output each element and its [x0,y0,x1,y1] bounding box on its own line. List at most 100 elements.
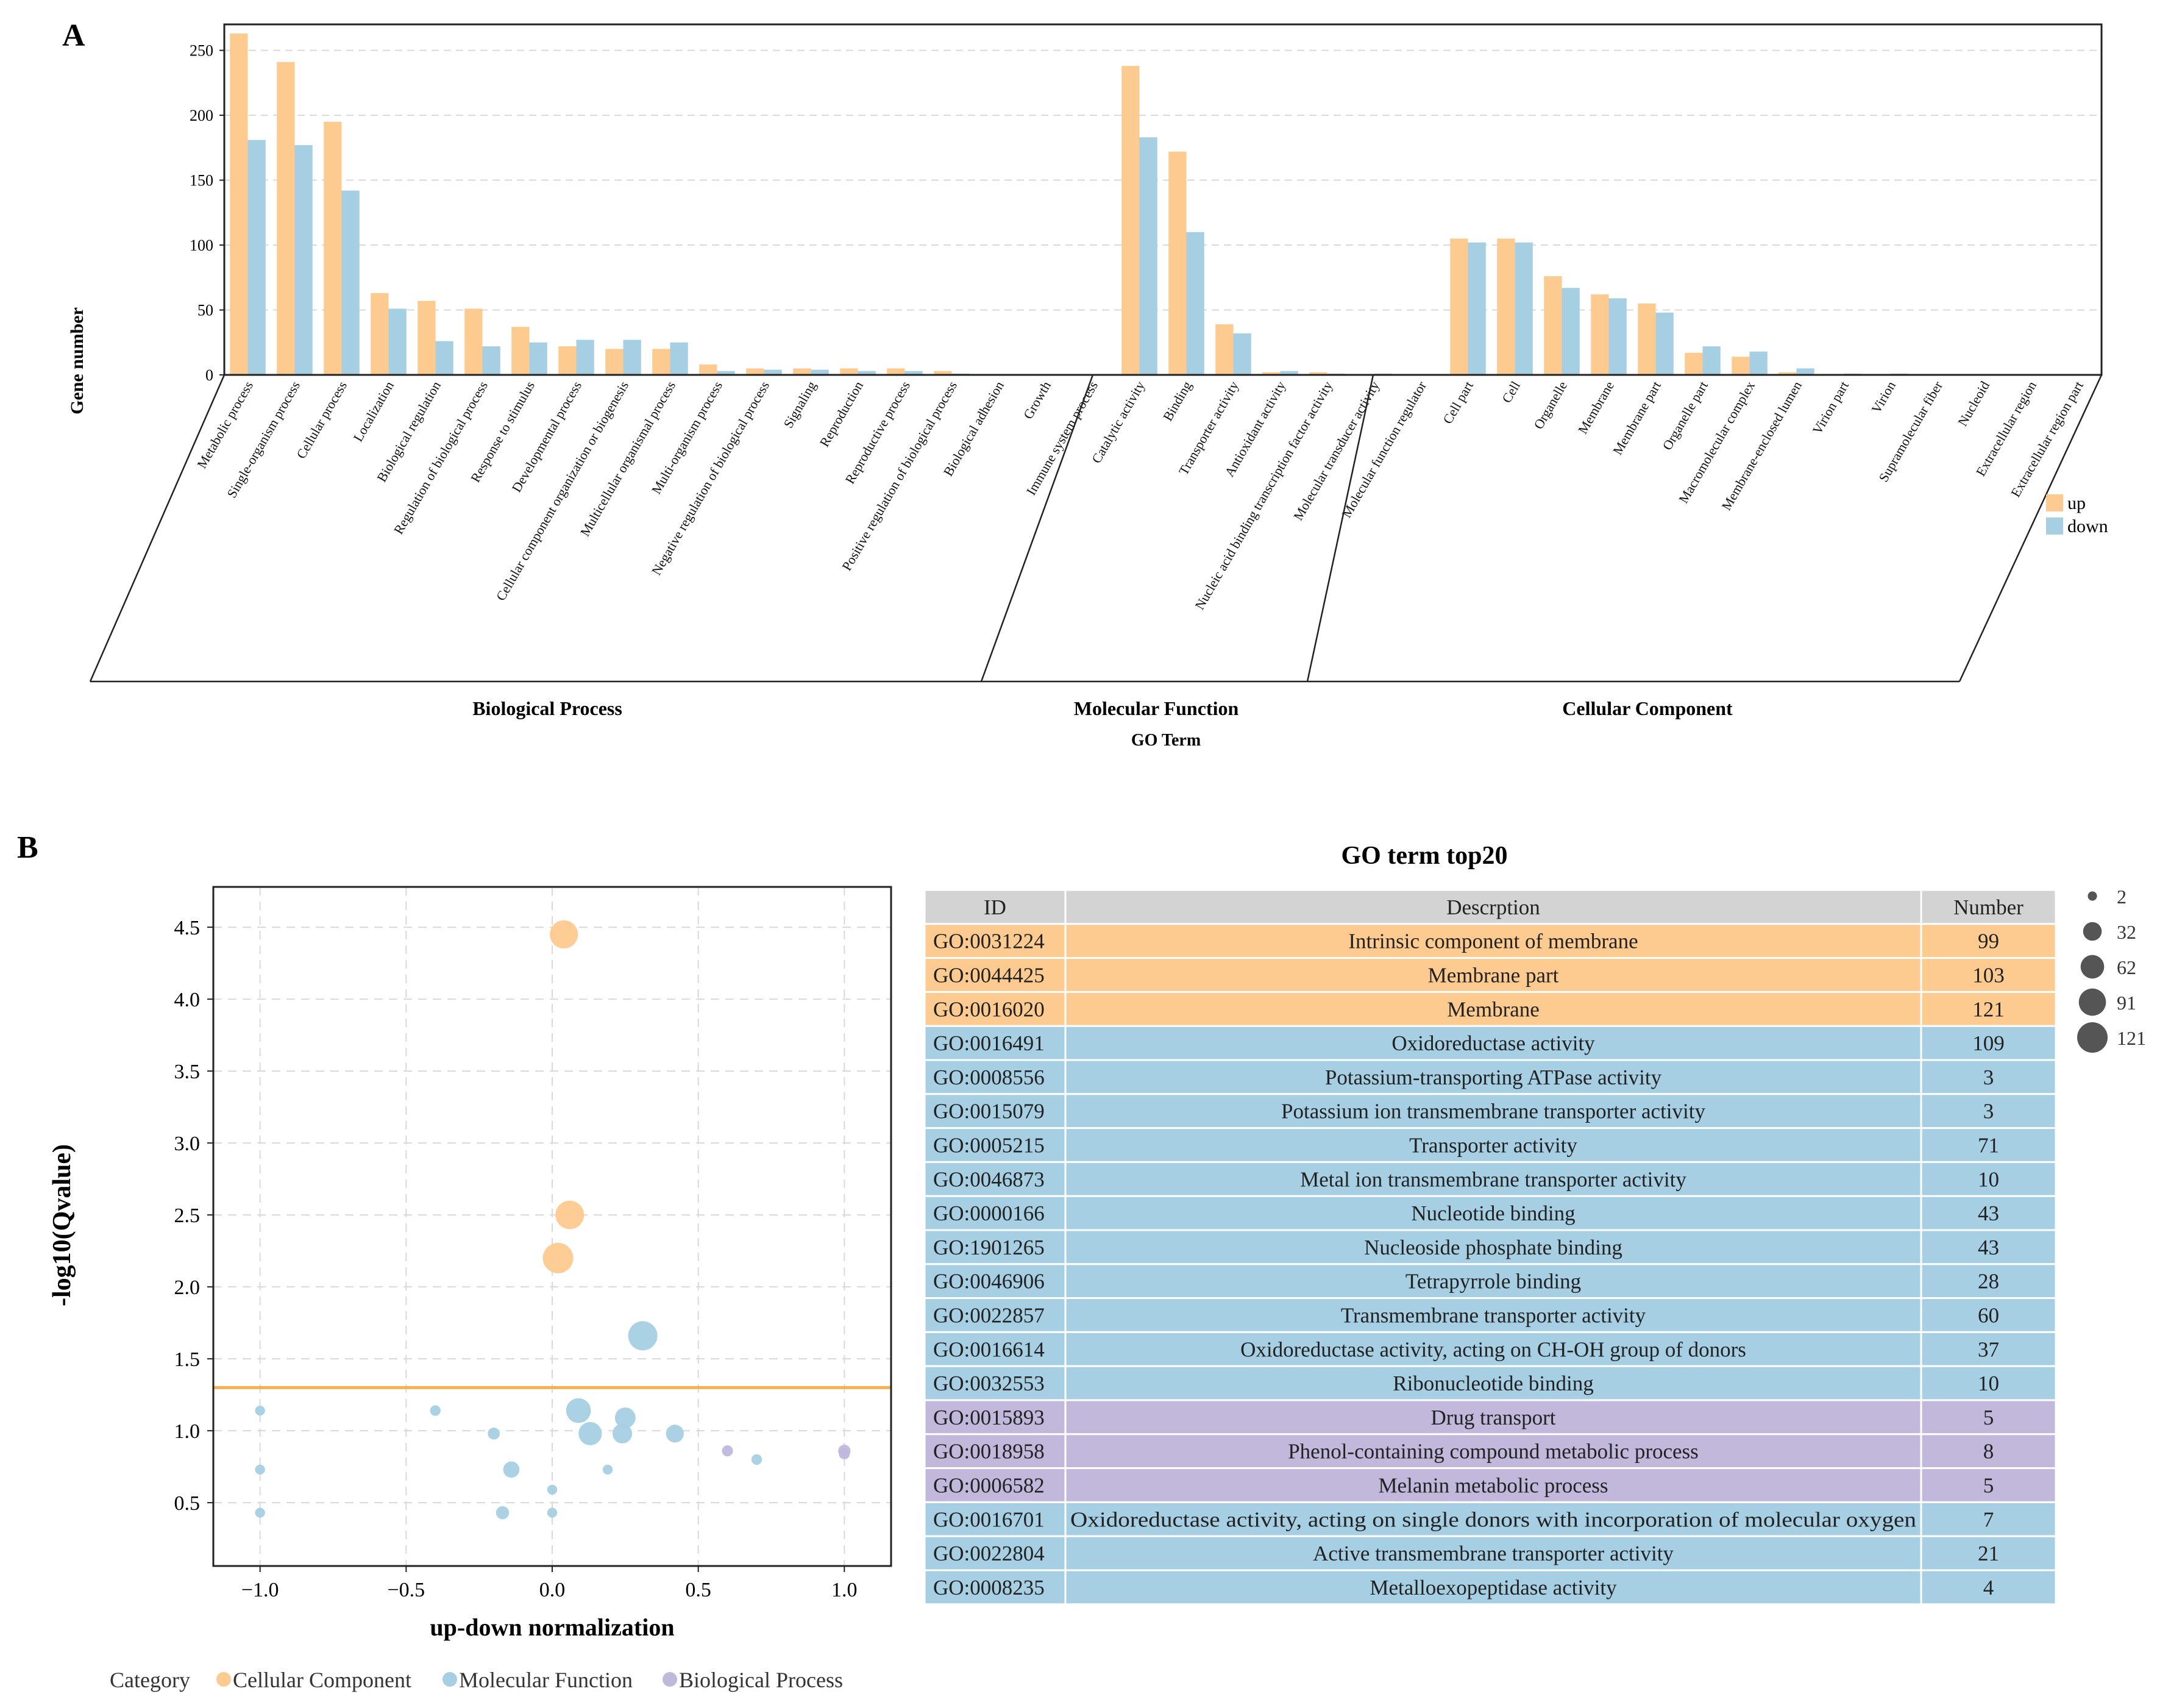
table-cell-number: 5 [1983,1406,1994,1429]
bar-down-response-to-stimulus [529,342,547,375]
bubble-point-molecular-function[interactable] [488,1428,500,1440]
bar-down-cellular-component-organization-or-biogenesis [623,340,641,375]
bar-down-negative-regulation-of-biological-process [764,369,782,375]
bar-chart-x-axis-label: GO Term [1131,731,1201,750]
size-legend-label: 62 [2117,956,2136,978]
bubble-y-tick-label: 4.5 [174,917,201,939]
size-legend: 2 32 62 91 121 [2077,886,2146,1053]
table-cell-number: 121 [1972,997,2005,1021]
panel-b-bubble-chart: −1.0 −0.5 0.0 0.5 1.0 0.5 1.0 1.5 2.0 2.5 3.0 3.5 4.… [48,886,892,1692]
category-frame-line [1306,374,1374,682]
bubble-point-biological-process[interactable] [722,1445,733,1457]
bar-down-antioxidant-activity [1280,371,1298,375]
bar-chart-y-axis: 0 50 100 150 200 250 [190,42,224,384]
legend-label-up: up [2067,493,2086,513]
bar-y-tick-label: 250 [190,42,213,60]
bubble-point-molecular-function[interactable] [566,1398,591,1423]
bubble-point-molecular-function[interactable] [547,1484,558,1495]
bar-down-localization [388,308,407,375]
group-label-cellular-component: Cellular Component [1562,697,1733,719]
bubble-y-tick-label: 4.0 [174,989,201,1011]
bar-up-organelle-part [1685,352,1703,375]
bar-up-metabolic-process [230,33,248,375]
table-cell-description: Nucleoside phosphate binding [1364,1236,1622,1259]
bubble-point-molecular-function[interactable] [578,1422,602,1445]
bar-up-positive-regulation-of-biological-process [934,371,952,375]
table-row [923,991,2057,1027]
bubble-point-molecular-function[interactable] [666,1425,684,1443]
bar-up-multi-organism-process [699,364,717,375]
bar-up-transporter-activity [1215,324,1234,375]
bubble-point-cellular-component[interactable] [555,1200,585,1229]
bar-down-catalytic-activity [1139,137,1157,375]
bubble-point-cellular-component[interactable] [542,1242,574,1273]
table-cell-id: GO:0016614 [933,1337,1045,1361]
bar-down-organelle-part [1702,346,1721,375]
table-row [923,1059,2057,1095]
table-cell-description: Membrane part [1428,964,1559,987]
bar-up-binding [1168,151,1187,375]
size-legend-circle [2088,891,2097,901]
table-cell-number: 37 [1978,1337,1999,1361]
bar-up-biological-regulation [418,301,436,375]
bar-up-antioxidant-activity [1262,372,1281,375]
table-header-number: Number [1953,895,2024,919]
table-cell-id: GO:0046906 [933,1270,1045,1293]
bubble-x-tick-label: −0.5 [388,1579,425,1601]
bubble-point-molecular-function[interactable] [614,1407,636,1428]
bubble-y-tick-label: 1.5 [174,1348,201,1371]
table-cell-id: GO:0031224 [933,930,1045,953]
bar-y-tick-label: 100 [190,237,213,254]
table-body: ID Descrption Number GO:0031224 Intrinsic co… [923,889,2057,1606]
table-cell-id: GO:0008235 [933,1576,1045,1599]
bubble-y-tick-label: 0.5 [174,1492,201,1515]
table-row [923,1195,2057,1231]
bar-chart-legend: up down [2046,493,2108,536]
bubble-point-molecular-function[interactable] [547,1507,558,1518]
bubble-point-molecular-function[interactable] [612,1423,633,1443]
bubble-point-molecular-function[interactable] [255,1405,265,1416]
table-cell-number: 3 [1983,1066,1994,1089]
table-cell-number: 8 [1983,1440,1994,1464]
bar-up-developmental-process [558,346,577,375]
table-cell-description: Metal ion transmembrane transporter acti… [1300,1167,1686,1191]
table-cell-id: GO:0005215 [933,1134,1045,1158]
bubble-point-molecular-function[interactable] [430,1405,441,1416]
bubble-point-molecular-function[interactable] [255,1464,265,1475]
bar-down-cell-part [1468,242,1486,375]
bar-down-membrane [1608,298,1627,375]
bar-up-macromolecular-complex [1732,357,1750,375]
bar-up-cell-part [1450,238,1468,375]
bubble-point-molecular-function[interactable] [255,1507,265,1518]
table-cell-description: Metalloexopeptidase activity [1370,1576,1617,1599]
bubble-point-biological-process[interactable] [839,1448,850,1459]
table-row [923,1535,2057,1571]
bar-chart-y-axis-label: Gene number [67,307,87,415]
table-cell-id: GO:0008556 [933,1066,1045,1089]
table-row [923,1433,2057,1470]
bubble-point-molecular-function[interactable] [751,1454,762,1465]
bar-down-organelle [1562,288,1580,375]
size-legend-label: 91 [2117,992,2136,1014]
bubble-chart-y-axis-label: -log10(Qvalue) [48,1144,76,1306]
table-cell-description: Nucleotide binding [1411,1201,1575,1225]
category-legend-title: Category [110,1668,190,1692]
legend-label-down: down [2067,516,2108,536]
bubble-point-molecular-function[interactable] [602,1464,613,1475]
table-cell-number: 4 [1983,1576,1994,1599]
table-cell-id: GO:0016701 [933,1507,1045,1531]
table-row [923,1399,2057,1436]
bubble-point-molecular-function[interactable] [503,1461,520,1478]
bar-up-cellular-component-organization-or-biogenesis [605,349,624,375]
bubble-point-molecular-function[interactable] [496,1506,510,1520]
table-cell-number: 71 [1978,1134,1999,1158]
legend-swatch-up [2046,494,2063,511]
table-cell-description: Phenol-containing compound metabolic pro… [1288,1440,1699,1464]
table-cell-number: 21 [1978,1542,1999,1565]
bar-y-tick-label: 50 [197,302,213,319]
bubble-point-molecular-function[interactable] [628,1321,658,1351]
bar-up-localization [371,293,389,375]
legend-swatch-down [2046,518,2063,535]
bar-down-membrane-enclosed-lumen [1796,368,1814,375]
bubble-point-cellular-component[interactable] [550,920,578,948]
